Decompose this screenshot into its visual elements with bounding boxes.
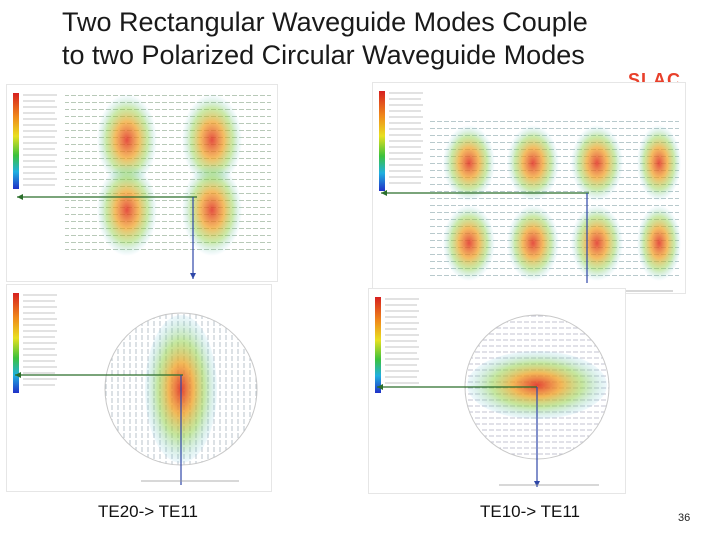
colorbar-legend: [375, 297, 381, 393]
plot-te20-rectangular: [6, 84, 278, 282]
colorbar-legend: [379, 91, 385, 191]
colorbar-tick-labels: [23, 294, 57, 386]
field-lobe: [97, 164, 157, 256]
field-lobe: [571, 205, 623, 281]
plot-te11-circular-vertical: [6, 284, 272, 492]
colorbar-legend: [13, 293, 19, 393]
caption-te10: TE10-> TE11: [480, 502, 581, 521]
field-lobe: [507, 205, 559, 281]
title-line-2: to two Polarized Circular Waveguide Mode…: [62, 40, 585, 70]
field-lobe: [182, 164, 242, 256]
colorbar-legend: [13, 93, 19, 189]
field-lobe: [637, 205, 681, 281]
caption-te20: TE20-> TE11: [98, 502, 199, 521]
field-lobe: [443, 125, 495, 201]
field-lobe: [507, 125, 559, 201]
plot-te10-rectangular: [372, 82, 686, 294]
slide-title: Two Rectangular Waveguide Modes Couple t…: [62, 6, 702, 72]
field-lobe: [97, 94, 157, 186]
field-region: [65, 89, 271, 255]
page-number: 36: [678, 512, 691, 524]
colorbar-tick-labels: [389, 92, 423, 184]
field-lobe: [637, 125, 681, 201]
plot-te11-circular-horizontal: [368, 288, 626, 494]
colorbar-tick-labels: [23, 94, 57, 186]
field-lobe: [467, 351, 607, 419]
field-lobe: [182, 94, 242, 186]
colorbar-tick-labels: [385, 298, 419, 384]
field-lobe: [571, 125, 623, 201]
title-line-1: Two Rectangular Waveguide Modes Couple: [62, 7, 588, 37]
field-lobe: [443, 205, 495, 281]
